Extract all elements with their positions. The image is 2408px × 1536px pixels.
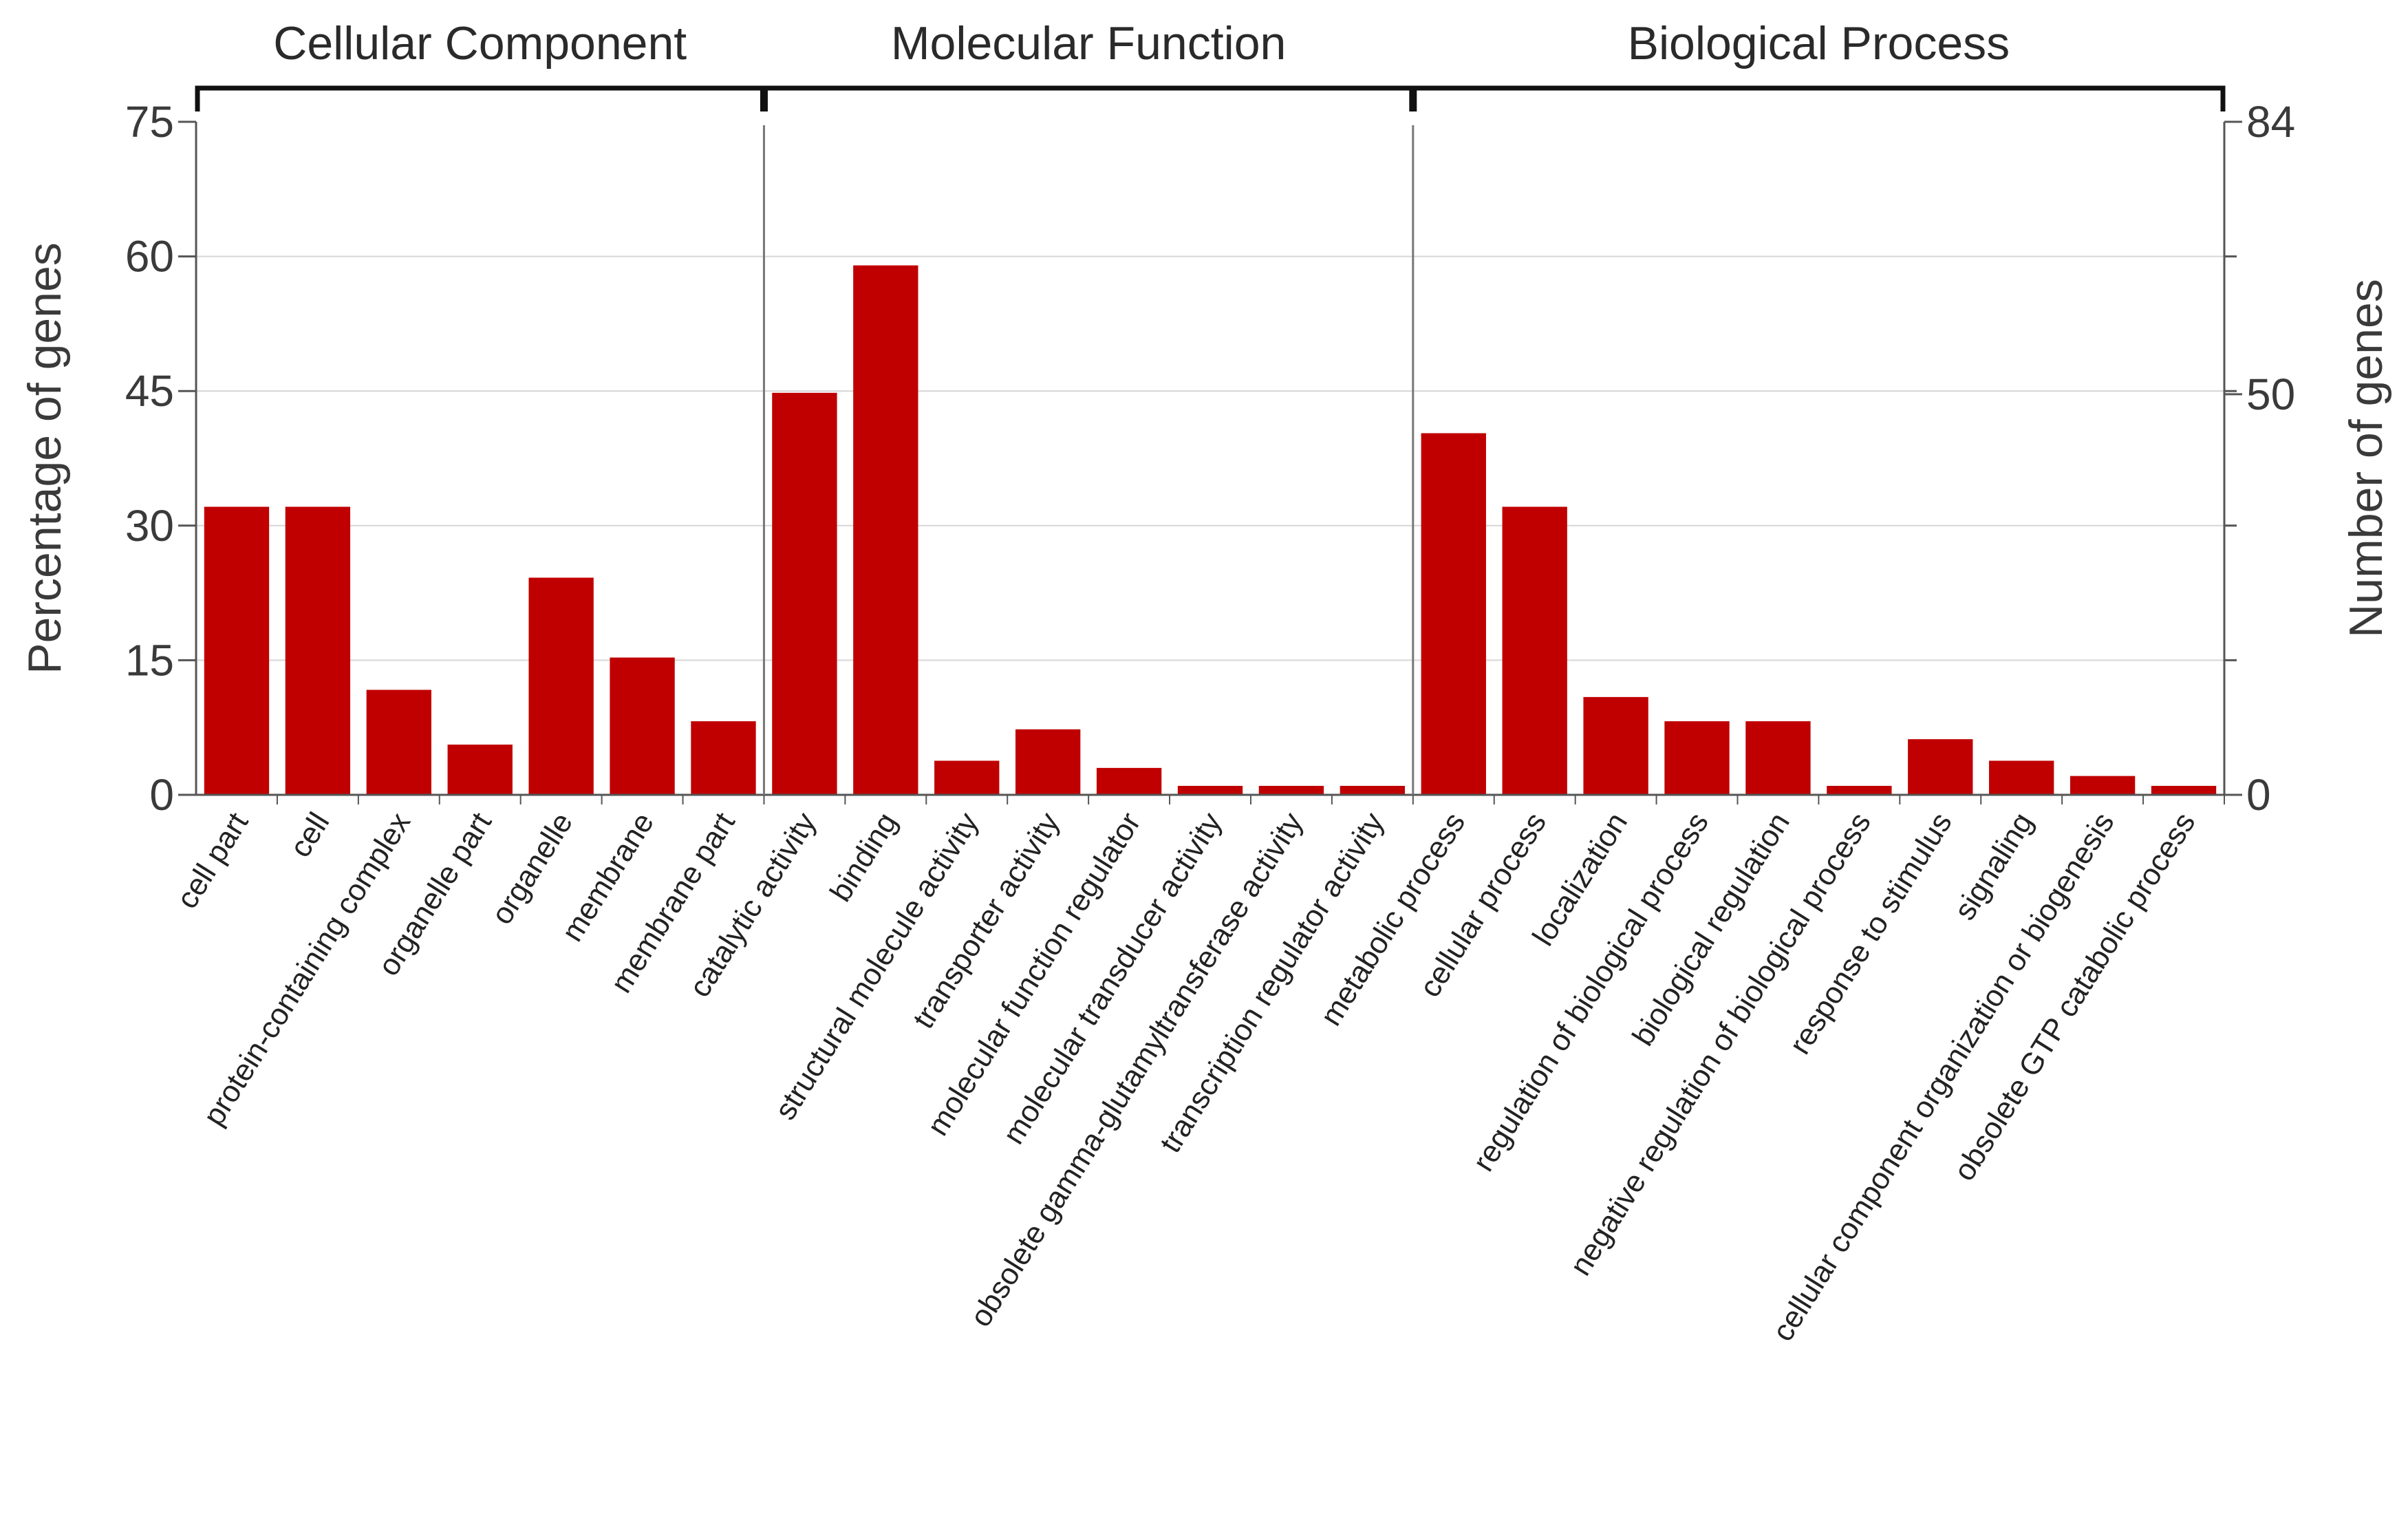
- bar: [1583, 696, 1648, 795]
- group-bracket: [762, 85, 1415, 111]
- left-tick-label: 75: [125, 97, 174, 147]
- group-label: Biological Process: [1628, 17, 2010, 70]
- bar: [1258, 785, 1324, 795]
- bar: [610, 657, 675, 795]
- left-tick-label: 30: [125, 501, 174, 551]
- bar: [1177, 785, 1243, 795]
- category-label: transporter activity: [907, 807, 1066, 1034]
- bar: [1745, 721, 1811, 795]
- bar: [691, 721, 756, 795]
- bar: [853, 265, 918, 795]
- right-tick-label: 84: [2246, 97, 2295, 147]
- bar: [528, 577, 594, 795]
- left-axis-title: Percentage of genes: [19, 242, 71, 674]
- bar: [1908, 739, 1973, 795]
- category-label: metabolic process: [1314, 807, 1472, 1032]
- right-axis-title: Number of genes: [2340, 279, 2392, 638]
- left-tick-label: 45: [125, 366, 174, 416]
- bar: [1989, 760, 2054, 795]
- group-label: Cellular Component: [273, 17, 687, 70]
- category-label: binding: [824, 807, 904, 907]
- bar: [2070, 776, 2136, 795]
- bar: [1502, 506, 1567, 795]
- category-label: negative regulation of biological proces…: [1564, 807, 1878, 1281]
- axes: [195, 122, 2226, 796]
- category-label: biological regulation: [1626, 807, 1796, 1052]
- axis-ticks: 0 15 30 45 60 75 0 50 84: [125, 97, 2295, 820]
- group-bracket: [1412, 85, 2226, 111]
- left-tick-label: 60: [125, 232, 174, 281]
- category-label: signaling: [1948, 807, 2040, 926]
- bar: [772, 392, 837, 795]
- bar: [1827, 785, 1892, 795]
- category-label: cell part: [170, 807, 255, 915]
- left-tick-label: 15: [125, 635, 174, 685]
- right-tick-label: 0: [2246, 770, 2271, 820]
- category-label: organelle: [485, 807, 579, 930]
- bar: [1340, 785, 1406, 795]
- group-bracket: [195, 85, 765, 111]
- category-label: cell: [283, 807, 336, 863]
- right-tick-label: 50: [2246, 370, 2295, 419]
- bar: [2151, 785, 2217, 795]
- bar: [366, 690, 431, 795]
- gridlines: [196, 255, 2224, 661]
- bar: [285, 506, 351, 795]
- bar: [1096, 767, 1162, 795]
- group-label: Molecular Function: [891, 17, 1286, 70]
- bar: [1421, 433, 1486, 795]
- bar: [1664, 721, 1730, 795]
- group-brackets: Cellular Component Molecular Function Biol…: [195, 17, 2226, 795]
- bar: [447, 744, 513, 795]
- left-tick-label: 0: [149, 770, 174, 820]
- bar: [1015, 729, 1081, 795]
- bar: [204, 506, 270, 795]
- bars: [204, 265, 2217, 795]
- bar: [934, 760, 1000, 795]
